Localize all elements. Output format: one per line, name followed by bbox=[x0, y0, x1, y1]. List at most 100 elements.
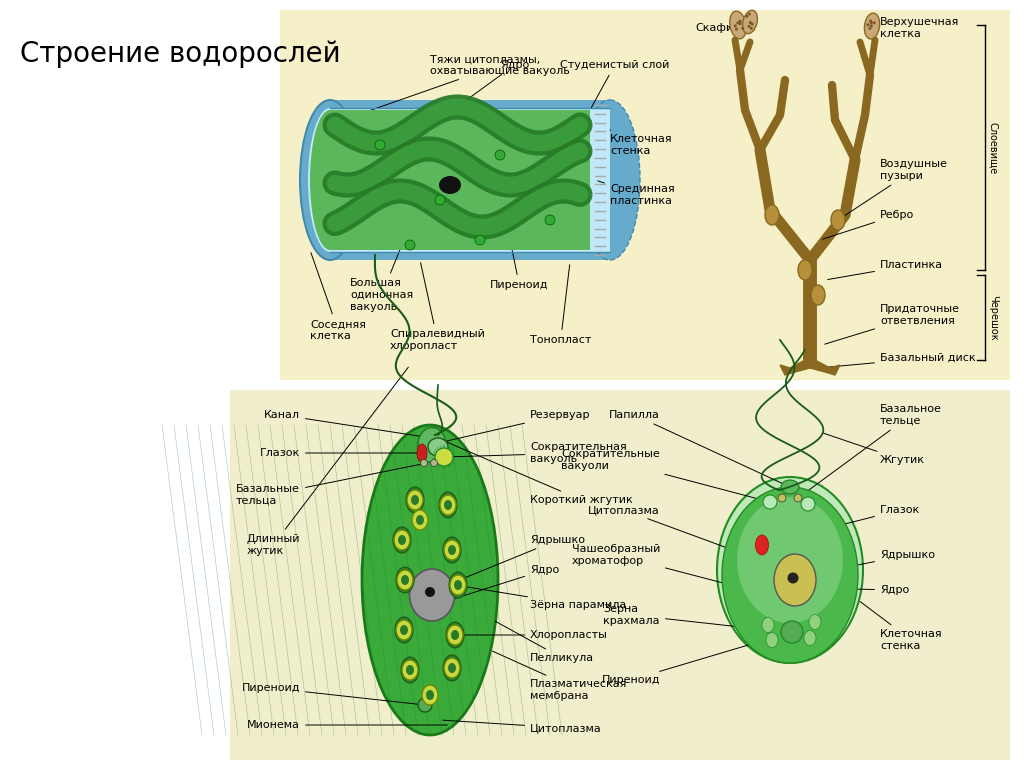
Ellipse shape bbox=[402, 660, 418, 680]
Ellipse shape bbox=[454, 580, 462, 590]
Text: Зёрна парамила: Зёрна парамила bbox=[458, 585, 627, 610]
Text: Сократительная
вакуоль: Сократительная вакуоль bbox=[446, 443, 627, 464]
Text: Ядро: Ядро bbox=[813, 585, 909, 595]
Text: Срединная
пластинка: Срединная пластинка bbox=[598, 181, 675, 206]
Ellipse shape bbox=[580, 100, 640, 260]
Ellipse shape bbox=[398, 535, 406, 545]
Ellipse shape bbox=[756, 535, 768, 555]
Ellipse shape bbox=[443, 655, 461, 681]
Ellipse shape bbox=[781, 480, 799, 494]
Text: Пиреноид: Пиреноид bbox=[601, 633, 790, 685]
Text: Слоевище: Слоевище bbox=[988, 122, 998, 174]
Ellipse shape bbox=[394, 530, 410, 550]
Ellipse shape bbox=[401, 575, 409, 585]
Text: Цитоплазма: Цитоплазма bbox=[442, 720, 602, 733]
Text: Тяжи цитоплазмы,
охватывающие вакуоль: Тяжи цитоплазмы, охватывающие вакуоль bbox=[362, 54, 569, 113]
Ellipse shape bbox=[451, 630, 459, 640]
Ellipse shape bbox=[308, 108, 352, 252]
Ellipse shape bbox=[447, 625, 463, 645]
Ellipse shape bbox=[406, 665, 414, 675]
Ellipse shape bbox=[400, 625, 408, 635]
Ellipse shape bbox=[449, 545, 456, 555]
Polygon shape bbox=[780, 360, 840, 375]
Ellipse shape bbox=[798, 260, 812, 280]
Ellipse shape bbox=[831, 210, 845, 230]
Ellipse shape bbox=[864, 13, 880, 39]
Text: Резервуар: Резервуар bbox=[440, 410, 591, 443]
Ellipse shape bbox=[475, 235, 485, 245]
Ellipse shape bbox=[440, 495, 456, 515]
Ellipse shape bbox=[872, 21, 876, 25]
Ellipse shape bbox=[748, 25, 751, 28]
Text: Хлоропласты: Хлоропласты bbox=[455, 630, 608, 640]
Ellipse shape bbox=[444, 540, 460, 560]
Ellipse shape bbox=[735, 28, 738, 31]
Text: Пиреноид: Пиреноид bbox=[242, 683, 422, 705]
Ellipse shape bbox=[869, 21, 872, 24]
Ellipse shape bbox=[730, 12, 746, 39]
Ellipse shape bbox=[811, 285, 825, 305]
Bar bbox=[330, 108, 610, 252]
Text: Базальные
тельца: Базальные тельца bbox=[237, 463, 424, 505]
Ellipse shape bbox=[737, 497, 843, 623]
Text: Строение водорослей: Строение водорослей bbox=[20, 40, 341, 68]
Ellipse shape bbox=[809, 614, 821, 630]
Ellipse shape bbox=[774, 554, 816, 606]
Text: Ядро: Ядро bbox=[453, 565, 559, 599]
Text: Черешок: Черешок bbox=[988, 295, 998, 341]
Ellipse shape bbox=[410, 569, 455, 621]
Ellipse shape bbox=[435, 448, 453, 466]
Ellipse shape bbox=[449, 663, 456, 673]
Ellipse shape bbox=[425, 587, 435, 597]
Text: Зерна
крахмала: Зерна крахмала bbox=[603, 604, 765, 630]
Text: Длинный
жутик: Длинный жутик bbox=[247, 367, 409, 556]
Ellipse shape bbox=[435, 195, 445, 205]
Text: Воздушные
пузыри: Воздушные пузыри bbox=[841, 160, 948, 219]
Text: Пластинка: Пластинка bbox=[827, 260, 943, 279]
Ellipse shape bbox=[439, 492, 457, 518]
Text: Ядрышко: Ядрышко bbox=[796, 550, 935, 578]
Text: Жгутик: Жгутик bbox=[822, 433, 925, 465]
Ellipse shape bbox=[545, 215, 555, 225]
Ellipse shape bbox=[741, 27, 744, 30]
Ellipse shape bbox=[495, 150, 505, 160]
Ellipse shape bbox=[397, 570, 413, 590]
Ellipse shape bbox=[417, 444, 427, 462]
Ellipse shape bbox=[778, 494, 786, 502]
Text: Глазок: Глазок bbox=[260, 448, 419, 458]
Ellipse shape bbox=[801, 497, 815, 511]
Text: Сократительные
вакуоли: Сократительные вакуоли bbox=[561, 449, 767, 502]
Text: Базальное
тельце: Базальное тельце bbox=[800, 404, 942, 496]
Text: Спиралевидный
хлоропласт: Спиралевидный хлоропласт bbox=[390, 263, 485, 351]
Ellipse shape bbox=[765, 205, 779, 225]
Text: Ребро: Ребро bbox=[822, 210, 914, 239]
Ellipse shape bbox=[416, 515, 424, 525]
Text: Пиреноид: Пиреноид bbox=[490, 193, 549, 290]
Ellipse shape bbox=[745, 15, 749, 18]
Ellipse shape bbox=[407, 490, 423, 510]
Ellipse shape bbox=[717, 477, 863, 663]
Ellipse shape bbox=[411, 495, 419, 505]
Ellipse shape bbox=[395, 617, 413, 643]
Text: Папилла: Папилла bbox=[609, 410, 787, 486]
Text: Канал: Канал bbox=[264, 410, 422, 436]
Ellipse shape bbox=[866, 23, 869, 26]
Ellipse shape bbox=[869, 25, 872, 28]
Ellipse shape bbox=[421, 459, 427, 466]
Ellipse shape bbox=[869, 20, 872, 22]
Ellipse shape bbox=[426, 690, 434, 700]
Text: Пелликула: Пелликула bbox=[496, 621, 594, 663]
Text: Тонопласт: Тонопласт bbox=[530, 265, 592, 345]
Text: Глазок: Глазок bbox=[765, 505, 921, 545]
Ellipse shape bbox=[742, 10, 758, 34]
Ellipse shape bbox=[787, 572, 799, 584]
Text: Цитоплазма: Цитоплазма bbox=[588, 505, 758, 559]
Ellipse shape bbox=[443, 537, 461, 563]
Ellipse shape bbox=[784, 623, 796, 637]
Bar bbox=[330, 110, 590, 250]
Ellipse shape bbox=[450, 575, 466, 595]
Ellipse shape bbox=[750, 27, 753, 30]
Text: Большая
одиночная
вакуоль: Большая одиночная вакуоль bbox=[350, 202, 419, 311]
Text: Плазматическая
мембрана: Плазматическая мембрана bbox=[493, 651, 628, 701]
Ellipse shape bbox=[449, 572, 467, 598]
